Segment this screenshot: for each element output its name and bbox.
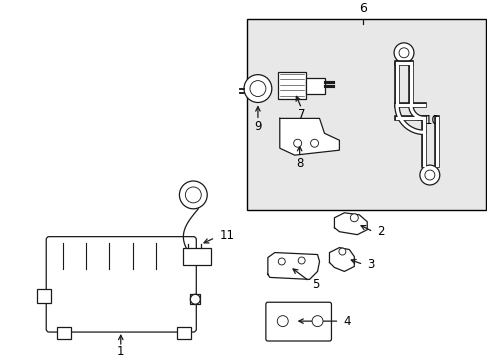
Text: 10: 10	[424, 114, 439, 127]
Circle shape	[310, 139, 318, 147]
Bar	[183, 248, 211, 265]
Circle shape	[293, 139, 301, 147]
Circle shape	[419, 165, 439, 185]
Polygon shape	[329, 248, 354, 271]
Text: 8: 8	[295, 157, 303, 170]
Circle shape	[393, 43, 413, 63]
Bar	[177, 327, 191, 339]
Circle shape	[298, 257, 305, 264]
FancyBboxPatch shape	[265, 302, 331, 341]
Text: 11: 11	[220, 229, 235, 242]
Text: 3: 3	[366, 258, 374, 271]
Polygon shape	[279, 118, 339, 155]
Bar	[57, 327, 71, 339]
Circle shape	[277, 316, 287, 327]
Bar	[246, 19, 485, 210]
Circle shape	[349, 214, 358, 222]
Circle shape	[179, 181, 207, 209]
Bar	[37, 289, 51, 303]
Circle shape	[338, 248, 345, 255]
Polygon shape	[334, 213, 366, 235]
Text: 9: 9	[254, 120, 261, 133]
Text: 7: 7	[297, 108, 305, 121]
Bar	[190, 294, 200, 304]
Text: 4: 4	[343, 315, 350, 328]
Circle shape	[244, 75, 271, 103]
Bar	[277, 72, 305, 99]
Circle shape	[398, 48, 408, 58]
Text: 1: 1	[117, 346, 124, 359]
Circle shape	[424, 170, 434, 180]
Circle shape	[249, 81, 265, 96]
FancyBboxPatch shape	[46, 237, 196, 332]
Text: 5: 5	[312, 278, 319, 291]
Circle shape	[190, 294, 200, 304]
Polygon shape	[267, 253, 319, 279]
Circle shape	[311, 316, 323, 327]
Circle shape	[185, 187, 201, 203]
Circle shape	[278, 258, 285, 265]
Bar	[305, 78, 325, 94]
Text: 6: 6	[359, 1, 366, 14]
Text: 2: 2	[376, 225, 384, 238]
